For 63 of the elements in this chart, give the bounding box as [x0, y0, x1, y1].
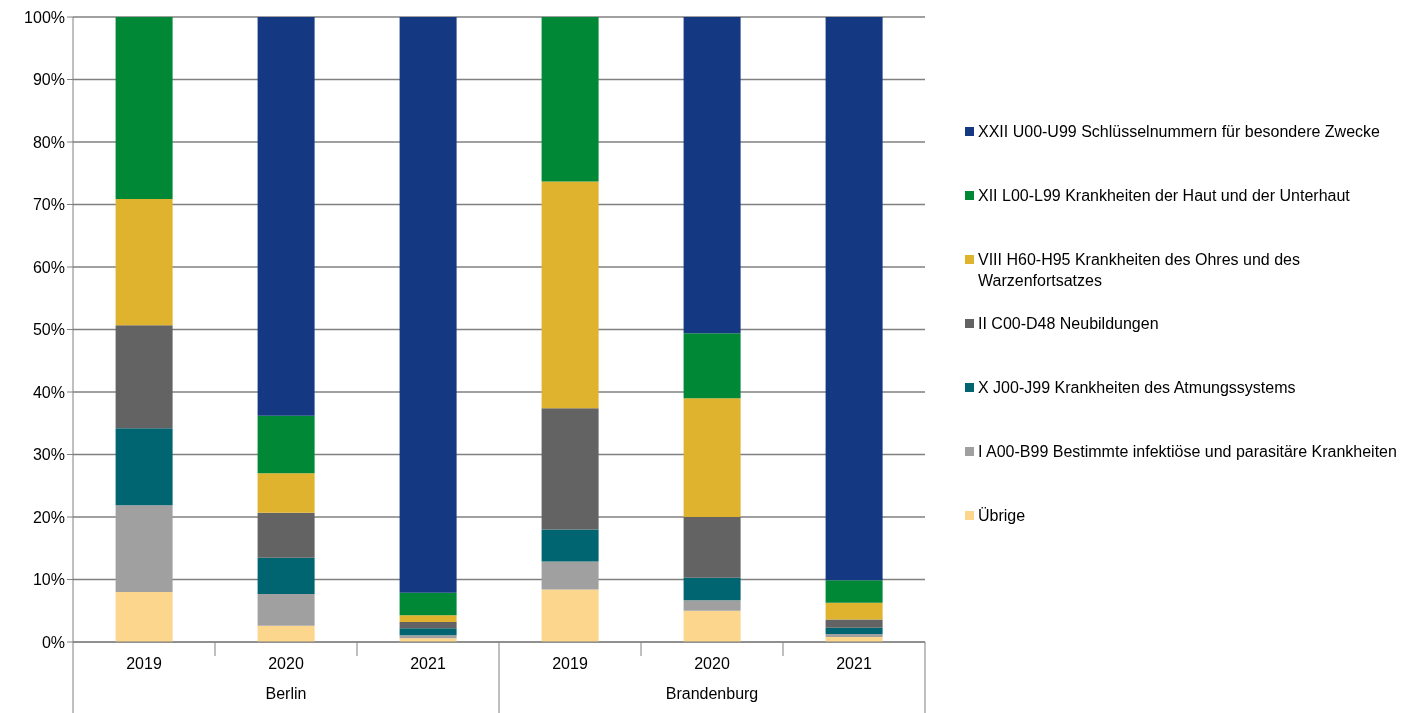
bar: [257, 593, 315, 626]
bar: [683, 600, 741, 611]
legend-label: II C00-D48 Neubildungen: [978, 314, 1159, 334]
y-tick-label: 80%: [32, 133, 65, 151]
bar: [257, 415, 315, 474]
bar: [825, 580, 883, 603]
y-tick-label: 50%: [32, 321, 65, 339]
bar: [825, 17, 883, 581]
bar: [257, 17, 315, 416]
bar: [399, 622, 457, 629]
bar: [541, 529, 599, 562]
bar: [115, 325, 173, 429]
bar: [683, 17, 741, 334]
y-tick-label: 40%: [32, 383, 65, 401]
bar: [825, 619, 883, 628]
x-tick-label: 2020: [694, 655, 730, 673]
bar: [683, 610, 741, 642]
bar: [115, 592, 173, 642]
bar: [541, 408, 599, 530]
bar: [541, 17, 599, 182]
legend-label: Übrige: [978, 506, 1026, 526]
bar: [683, 577, 741, 601]
legend-label: XXII U00-U99 Schlüsselnummern für besondere Zwecke: [978, 122, 1380, 142]
bar: [541, 589, 599, 642]
x-tick-label: 2021: [836, 655, 872, 673]
bar: [399, 592, 457, 616]
bar: [115, 505, 173, 592]
bar: [541, 561, 599, 590]
legend-label: XII L00-L99 Krankheiten der Haut und der Unterhaut: [978, 186, 1350, 206]
bar: [257, 473, 315, 513]
bar: [825, 627, 883, 634]
bar: [115, 17, 173, 199]
bar: [825, 602, 883, 620]
bar: [257, 557, 315, 594]
x-tick-label: 2019: [552, 655, 588, 673]
y-tick-label: 0%: [41, 633, 65, 651]
legend-label: X J00-J99 Krankheiten des Atmungssystems: [978, 378, 1296, 398]
y-tick-label: 90%: [32, 71, 65, 89]
bar: [683, 517, 741, 578]
text: Brandenburg: [665, 685, 759, 702]
y-tick-label: 70%: [32, 196, 65, 214]
y-tick-label: 30%: [32, 446, 65, 464]
bar: [257, 625, 315, 642]
legend-label: VIII H60-H95 Krankheiten des Ohres und des Warzenfortsatzes: [978, 250, 1301, 291]
bar: [399, 628, 457, 636]
bar: [399, 615, 457, 622]
x-tick-label: 2020: [268, 655, 304, 673]
y-tick-label: 20%: [32, 508, 65, 526]
bar: [115, 428, 173, 506]
x-tick-label: 2019: [126, 655, 162, 673]
bar: [115, 198, 173, 326]
y-tick-label: 100%: [24, 8, 65, 26]
bar: [257, 512, 315, 558]
y-tick-label: 60%: [32, 258, 65, 276]
x-tick-label: 2021: [410, 655, 446, 673]
bar: [399, 17, 457, 593]
bar: [825, 633, 883, 637]
legend-label: I A00-B99 Bestimmte infektiöse und parasitäre Krankheiten: [978, 442, 1397, 462]
text: Berlin: [265, 685, 307, 702]
bar: [541, 181, 599, 409]
bar: [683, 333, 741, 399]
bar: [683, 398, 741, 517]
y-tick-label: 10%: [32, 571, 65, 589]
